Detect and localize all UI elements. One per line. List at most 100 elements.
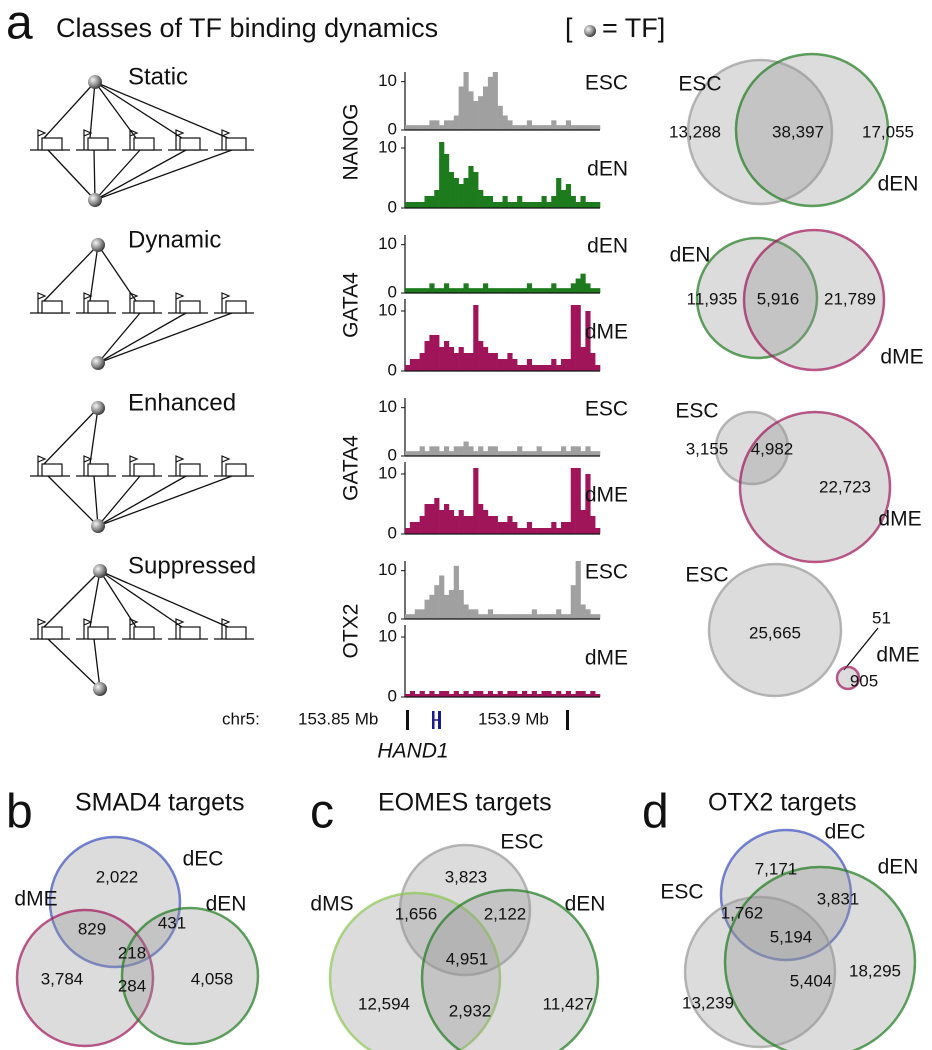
tf-label: NANOG <box>340 103 363 180</box>
signal-bar <box>483 283 489 293</box>
signal-bar <box>478 341 484 371</box>
signal-bar <box>536 125 542 130</box>
signal-bar <box>512 451 518 456</box>
promoter-flag <box>129 129 139 150</box>
region-count: 13,239 <box>682 993 734 1012</box>
signal-bar <box>575 202 581 208</box>
signal-bar <box>468 516 474 534</box>
signal-bar <box>556 609 562 619</box>
link <box>94 149 141 201</box>
signal-bar <box>526 359 533 371</box>
signal-bar <box>429 691 435 697</box>
signal-bar <box>424 341 430 371</box>
link <box>97 475 187 527</box>
signal-bar <box>575 446 581 456</box>
signal-bar <box>526 451 533 456</box>
signal-bar <box>570 125 576 130</box>
signal-bar <box>492 72 498 130</box>
signal-bar <box>556 178 562 208</box>
signal-bar <box>444 446 450 456</box>
gene-box <box>87 137 109 151</box>
signal-bar <box>575 125 581 130</box>
signal-bar <box>570 305 576 371</box>
signal-bar <box>595 451 601 456</box>
promoter-flag <box>83 455 93 476</box>
panel-title: OTX2 targets <box>708 789 857 817</box>
set-label: dEN <box>565 893 606 916</box>
region-count: 5,916 <box>757 289 800 308</box>
gene-box <box>133 137 155 151</box>
signal-bar <box>561 125 567 130</box>
signal-bar <box>565 120 572 130</box>
y-tick-label: 0 <box>388 119 397 138</box>
panel-title: SMAD4 targets <box>75 789 245 817</box>
signal-bar <box>492 353 498 371</box>
signal-bar <box>502 694 508 697</box>
promoter-flag <box>83 292 93 313</box>
signal-bar <box>487 609 494 619</box>
set-label: dME <box>878 508 921 531</box>
class-label: Dynamic <box>128 226 221 253</box>
signal-bar <box>478 446 484 456</box>
signal-bar <box>483 196 489 208</box>
signal-bar <box>502 359 508 371</box>
signal-bar <box>561 288 567 293</box>
region-count: 11,935 <box>687 289 738 308</box>
signal-bar <box>409 125 416 130</box>
exon <box>438 711 441 729</box>
signal-bar <box>409 288 416 293</box>
signal-bar <box>512 522 518 534</box>
coord-tick <box>406 710 409 730</box>
link <box>94 149 187 201</box>
signal-bar <box>497 614 503 619</box>
signal-bar <box>595 528 601 534</box>
sample-label: ESC <box>585 398 628 421</box>
signal-bar <box>595 365 601 371</box>
gene-box <box>179 137 201 151</box>
signal-bar <box>507 516 513 534</box>
signal-bar <box>419 353 425 371</box>
signal-bar <box>551 614 557 619</box>
signal-bar <box>546 614 552 619</box>
signal-bar <box>512 614 518 619</box>
panel-letter: a <box>6 0 33 50</box>
signal-bar <box>468 353 474 371</box>
signal-bar <box>448 451 455 456</box>
venn-set <box>420 888 600 1050</box>
gene-box <box>41 300 63 314</box>
venn-set <box>686 58 834 206</box>
signal-bar <box>526 283 533 293</box>
y-tick-label: 10 <box>378 397 397 416</box>
signal-bar <box>439 575 445 619</box>
signal-bar <box>551 283 557 293</box>
region-count: 1,656 <box>395 904 438 923</box>
signal-bar <box>473 468 479 534</box>
link <box>89 244 99 302</box>
signal-bar <box>512 359 518 371</box>
signal-bar <box>590 202 596 208</box>
region-count: 5,404 <box>790 971 833 990</box>
signal-bar <box>502 115 508 130</box>
tf-ball <box>93 682 107 696</box>
set-label: ESC <box>678 73 721 96</box>
coord-label: 153.85 Mb <box>298 709 378 728</box>
panel-title: EOMES targets <box>378 789 552 817</box>
gene-box <box>179 463 201 477</box>
signal-bar <box>429 335 435 371</box>
signal-bar <box>565 691 572 697</box>
signal-bar <box>522 614 528 619</box>
signal-bar <box>419 516 425 534</box>
signal-bar <box>478 614 484 619</box>
signal-bar <box>468 91 474 130</box>
signal-bar <box>565 451 572 456</box>
signal-bar <box>536 202 542 208</box>
signal-bar <box>541 288 547 293</box>
signal-bar <box>453 691 459 697</box>
signal-bar <box>483 86 489 130</box>
region-count: 3,823 <box>445 867 488 886</box>
signal-bar <box>570 468 576 534</box>
signal-bar <box>405 202 411 208</box>
signal-bar <box>463 516 469 534</box>
signal-bar <box>444 120 450 130</box>
signal-bar <box>444 154 450 208</box>
